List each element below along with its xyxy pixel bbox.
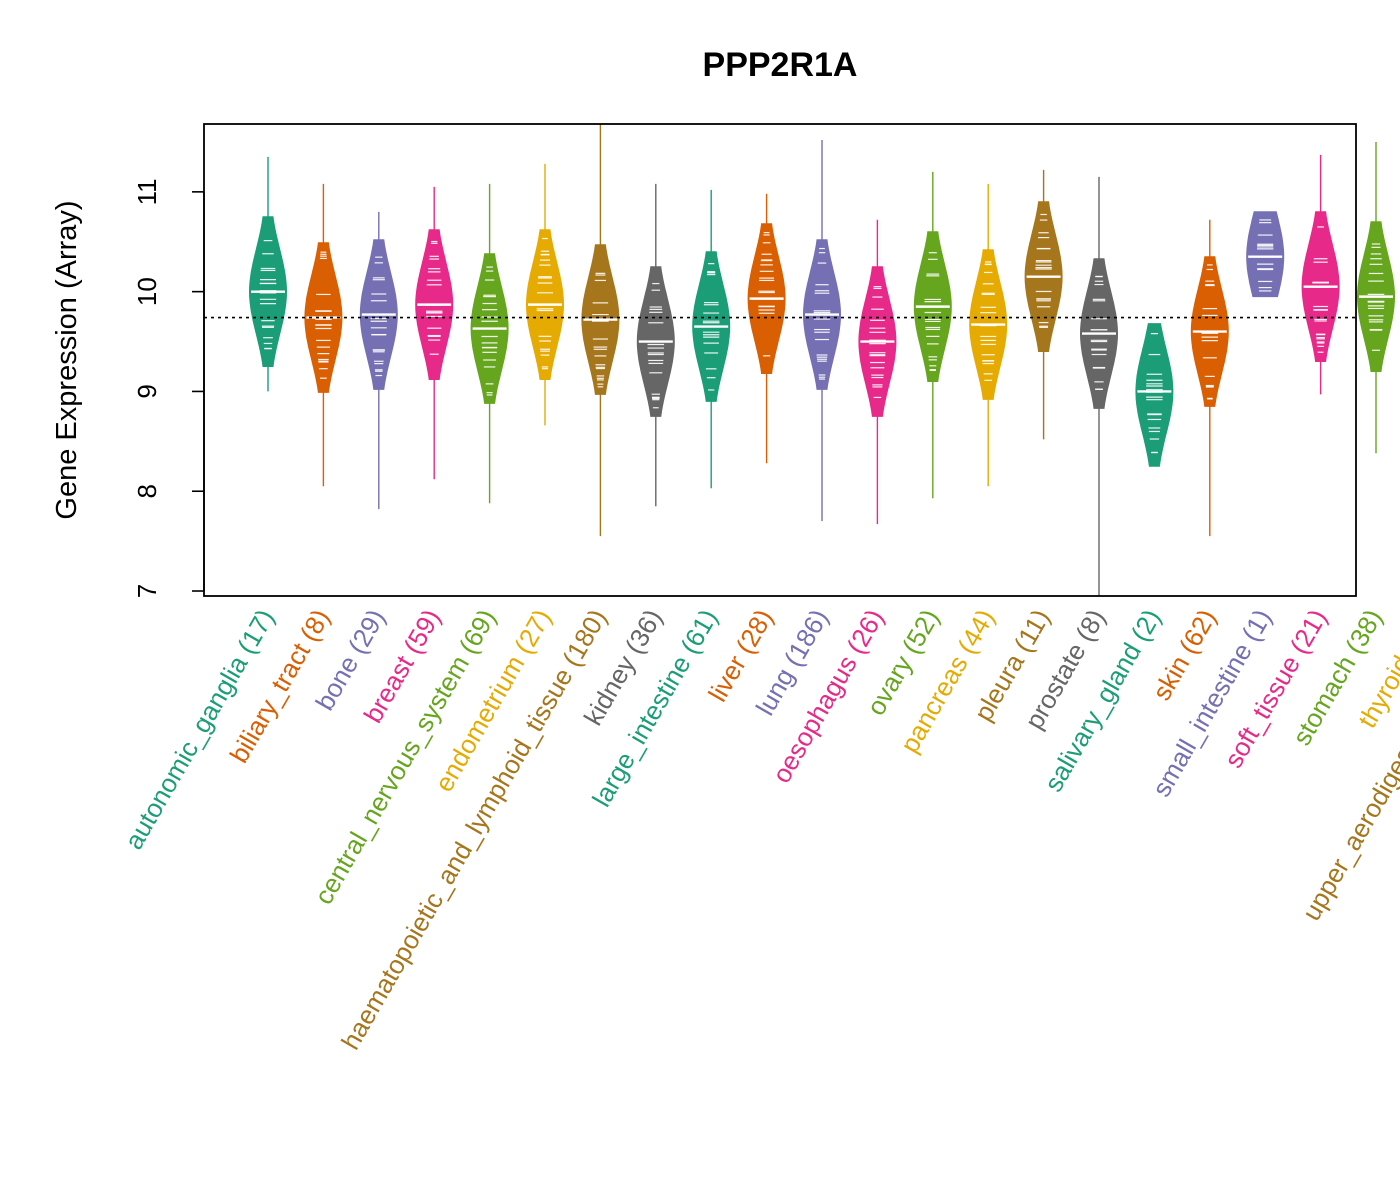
y-tick-label: 9 [132, 384, 162, 398]
y-axis-label: Gene Expression (Array) [51, 200, 83, 519]
violin-body [1246, 211, 1285, 298]
violin-2 [359, 211, 398, 510]
violin-body [1135, 323, 1174, 467]
violin-11 [858, 219, 897, 525]
violin-3 [415, 186, 454, 480]
y-tick-label: 11 [132, 178, 162, 205]
violin-5 [525, 163, 565, 426]
violin-10 [802, 139, 842, 522]
violin-16 [1135, 323, 1174, 467]
violin-17 [1190, 219, 1229, 537]
violin-19 [1301, 154, 1340, 395]
violin-13 [969, 183, 1008, 487]
violin-0 [248, 156, 288, 392]
chart-title: PPP2R1A [703, 46, 858, 84]
y-tick-label: 10 [132, 277, 162, 306]
violin-12 [913, 171, 952, 499]
violin-20 [1356, 141, 1396, 454]
violin-4 [470, 183, 509, 504]
violin-group [248, 124, 1396, 596]
y-axis: 7 8 9 10 11 [132, 178, 205, 598]
violin-9 [747, 193, 786, 464]
plot-frame [203, 123, 1357, 597]
y-tick-label: 8 [132, 484, 162, 498]
violin-18 [1246, 211, 1285, 298]
x-axis-labels: autonomic_ganglia (17)biliary_tract (8)b… [118, 604, 1400, 1055]
y-tick-label: 7 [132, 584, 162, 598]
violin-8 [692, 189, 731, 489]
violin-14 [1024, 169, 1063, 440]
violin-6 [581, 124, 620, 537]
violin-7 [636, 183, 675, 507]
violin-15 [1079, 176, 1119, 596]
violin-1 [304, 183, 343, 487]
